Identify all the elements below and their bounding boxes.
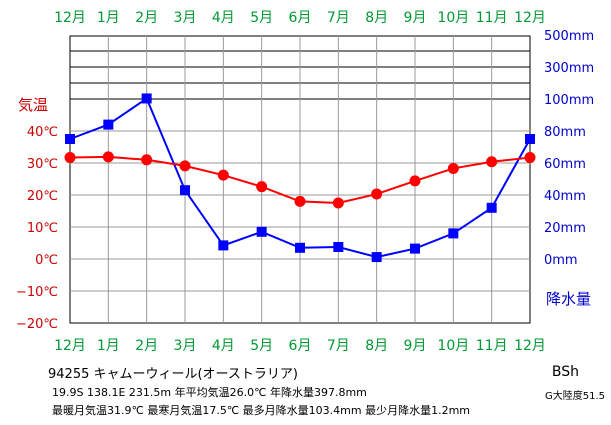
temperature-point <box>256 181 268 193</box>
temperature-point <box>409 175 421 187</box>
month-label-bottom: 11月 <box>476 338 508 354</box>
month-label-top: 9月 <box>404 10 427 26</box>
month-label-bottom: 12月 <box>514 338 546 354</box>
precipitation-point <box>65 134 75 144</box>
precipitation-tick-label: 0mm <box>544 253 578 268</box>
temperature-tick-label: 40℃ <box>27 125 58 140</box>
month-label-top: 12月 <box>54 10 86 26</box>
temperature-axis-title: 気温 <box>18 96 48 114</box>
precipitation-point <box>410 243 420 254</box>
precipitation-point <box>371 252 382 263</box>
temperature-point <box>217 169 229 181</box>
precipitation-point <box>141 93 152 104</box>
temperature-point <box>371 188 383 200</box>
precipitation-point <box>448 228 459 239</box>
month-label-top: 11月 <box>476 10 508 26</box>
temperature-tick-label: 20℃ <box>27 189 58 204</box>
month-label-bottom: 2月 <box>135 338 158 354</box>
month-label-top: 4月 <box>212 10 235 26</box>
precipitation-point <box>218 240 229 251</box>
precipitation-point <box>486 202 497 213</box>
precipitation-tick-label: 60mm <box>544 157 586 172</box>
month-label-top: 2月 <box>135 10 158 26</box>
precipitation-tick-label: 300mm <box>544 61 594 76</box>
precipitation-tick-label: 100mm <box>544 93 594 108</box>
temperature-point <box>524 152 536 164</box>
month-label-top: 12月 <box>514 10 546 26</box>
month-label-bottom: 12月 <box>54 338 86 354</box>
temperature-point <box>102 151 114 163</box>
temperature-point <box>64 152 76 164</box>
month-label-top: 10月 <box>437 10 469 26</box>
precipitation-tick-label: 20mm <box>544 221 586 236</box>
temperature-point <box>141 154 153 166</box>
precipitation-point <box>256 226 267 237</box>
temperature-tick-label: −10℃ <box>16 285 58 300</box>
temperature-tick-label: −20℃ <box>16 317 58 332</box>
month-label-top: 6月 <box>289 10 312 26</box>
month-label-bottom: 8月 <box>365 338 388 354</box>
temperature-point <box>486 156 498 168</box>
month-label-top: 7月 <box>327 10 350 26</box>
month-label-bottom: 6月 <box>289 338 312 354</box>
temperature-tick-label: 30℃ <box>27 157 58 172</box>
temperature-point <box>294 195 306 207</box>
precipitation-tick-label: 80mm <box>544 125 586 140</box>
precipitation-point <box>295 242 305 253</box>
month-label-top: 3月 <box>174 10 197 26</box>
month-label-bottom: 9月 <box>404 338 427 354</box>
month-label-bottom: 3月 <box>174 338 197 354</box>
month-label-bottom: 10月 <box>437 338 469 354</box>
month-label-top: 5月 <box>250 10 273 26</box>
temperature-point <box>332 197 344 209</box>
month-label-bottom: 4月 <box>212 338 235 354</box>
precipitation-tick-label: 500mm <box>544 29 594 44</box>
precipitation-point <box>180 185 190 196</box>
temperature-tick-label: 0℃ <box>35 253 58 268</box>
temperature-point <box>447 162 459 174</box>
temperature-tick-label: 10℃ <box>27 221 58 236</box>
month-label-bottom: 1月 <box>97 338 120 354</box>
precipitation-point <box>525 134 535 144</box>
precipitation-point <box>333 242 344 252</box>
precipitation-point <box>103 119 114 130</box>
month-label-top: 8月 <box>365 10 388 26</box>
month-label-bottom: 7月 <box>327 338 350 354</box>
month-label-bottom: 5月 <box>250 338 273 354</box>
precipitation-axis-title: 降水量 <box>546 290 591 308</box>
month-label-top: 1月 <box>97 10 120 26</box>
precipitation-tick-label: 40mm <box>544 189 586 204</box>
temperature-point <box>179 160 191 172</box>
